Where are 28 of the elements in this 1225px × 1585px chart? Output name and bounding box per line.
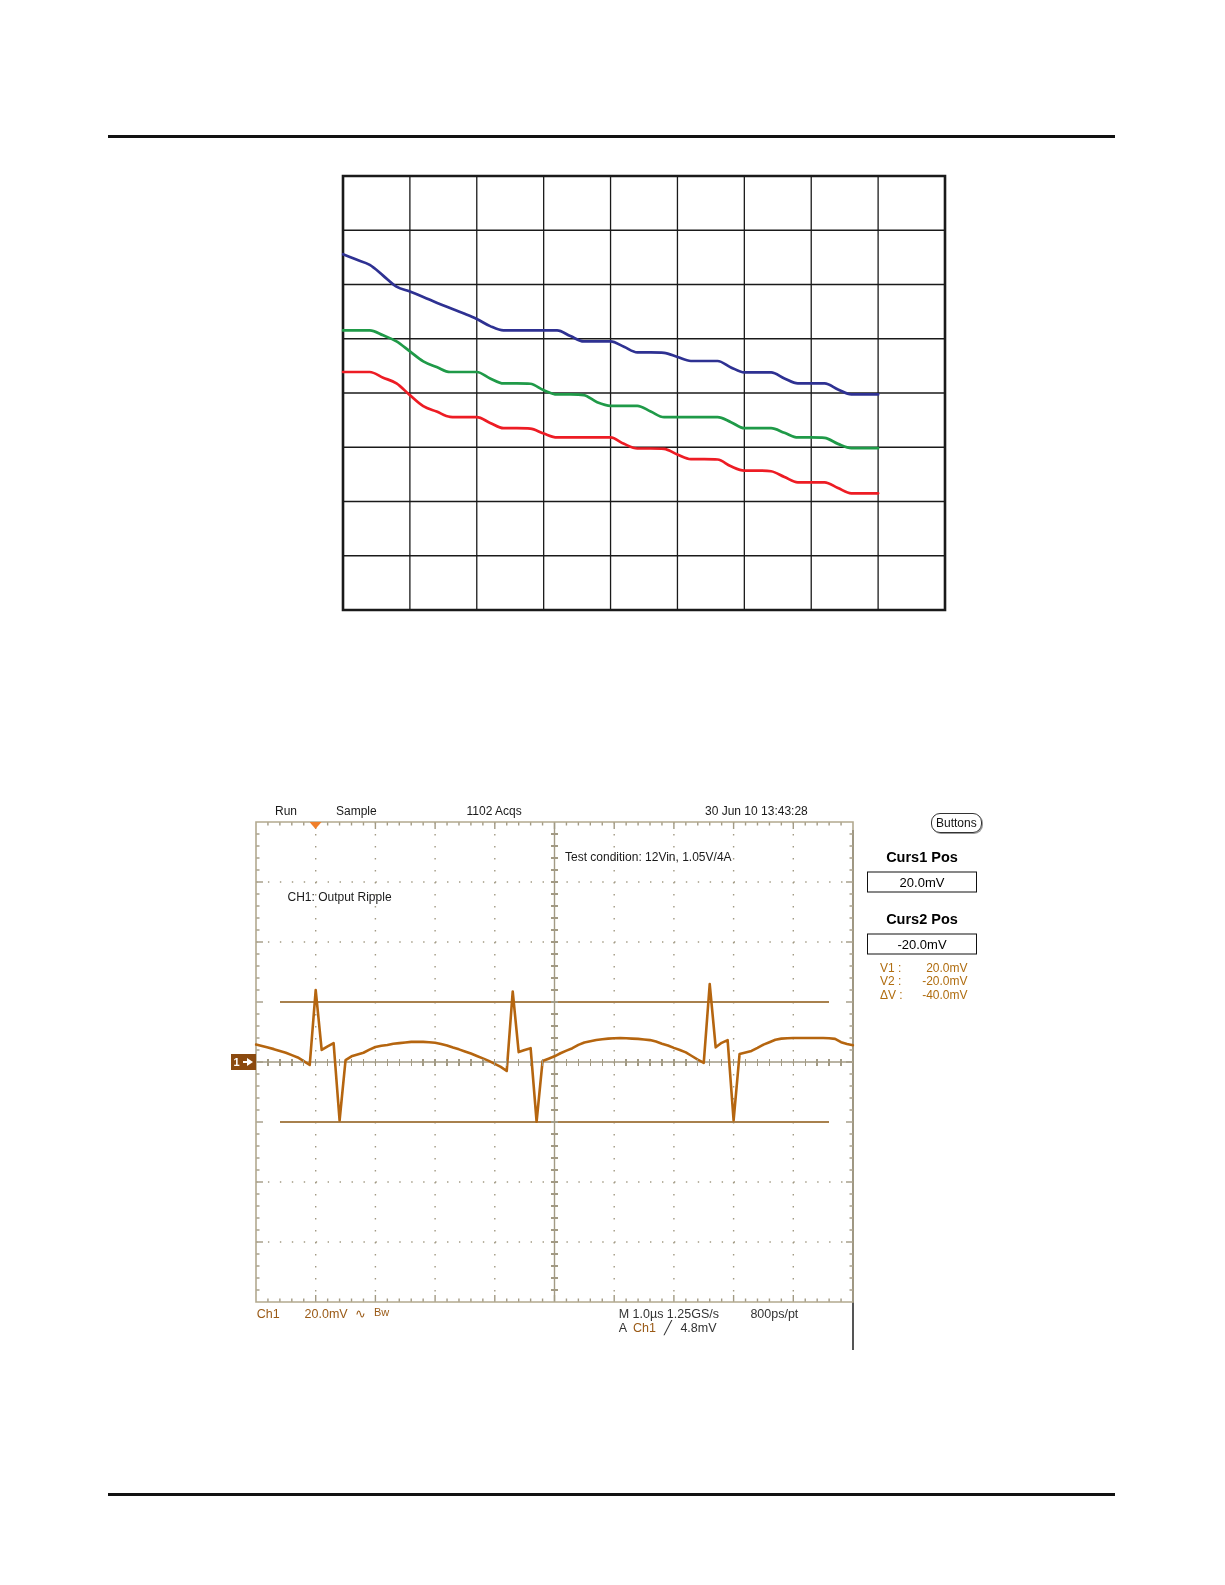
- text: 4.8mV: [680, 1320, 717, 1336]
- text: Run: [275, 804, 298, 819]
- text: CH1: Output Ripple: [287, 890, 392, 905]
- channel-tag: 1: [230, 1054, 256, 1070]
- text-field: 20.0mV: [867, 871, 977, 893]
- text: -20.0mV: [922, 974, 968, 989]
- text-field: -20.0mV: [867, 933, 977, 955]
- text: -40.0mV: [922, 987, 968, 1003]
- text: V2 :: [880, 974, 902, 989]
- text: M 1.0µs 1.25GS/s: [618, 1306, 719, 1321]
- text: Ch1: [256, 1306, 280, 1322]
- text: 30 Jun 10 13:43:28: [705, 804, 808, 819]
- text: Curs2 Pos: [886, 910, 958, 928]
- text: Ch1: [633, 1320, 656, 1336]
- text: Test condition: 12Vin, 1.05V/4A: [565, 849, 732, 865]
- text: ∿: [355, 1306, 366, 1322]
- text: Curs1 Pos: [886, 848, 958, 865]
- text: Bw: [374, 1305, 390, 1319]
- text: 800ps/pt: [750, 1306, 799, 1322]
- text: ΔV :: [880, 987, 903, 1003]
- text: V1 :: [880, 960, 902, 976]
- text: 20.0mV: [926, 960, 968, 976]
- text: Sample: [336, 804, 377, 819]
- text: 20.0mV: [304, 1306, 348, 1322]
- rounded-button: Buttons: [931, 812, 982, 833]
- text: A: [618, 1320, 628, 1336]
- text: ╱: [664, 1320, 672, 1336]
- text: 1102 Acqs: [466, 804, 522, 819]
